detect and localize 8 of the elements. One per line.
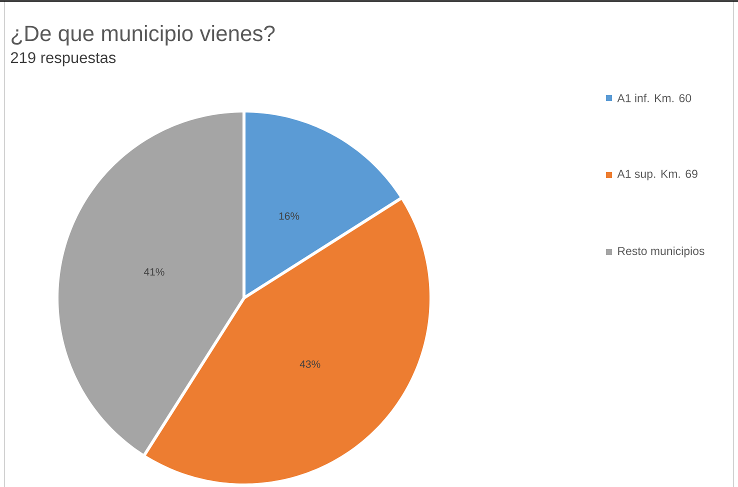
data-label: 43% (300, 360, 320, 368)
chart-title: ¿De que municipio vienes? (12, 25, 275, 46)
data-label: 41% (144, 268, 164, 276)
legend-label: A1 inf. Km. 60 (617, 94, 692, 102)
legend-label: Resto municipios (618, 246, 704, 258)
legend-label: A1 sup. Km. 69 (617, 170, 698, 180)
chart-subtitle: 219 respuestas (10, 52, 116, 66)
data-label: 16% (279, 212, 300, 220)
